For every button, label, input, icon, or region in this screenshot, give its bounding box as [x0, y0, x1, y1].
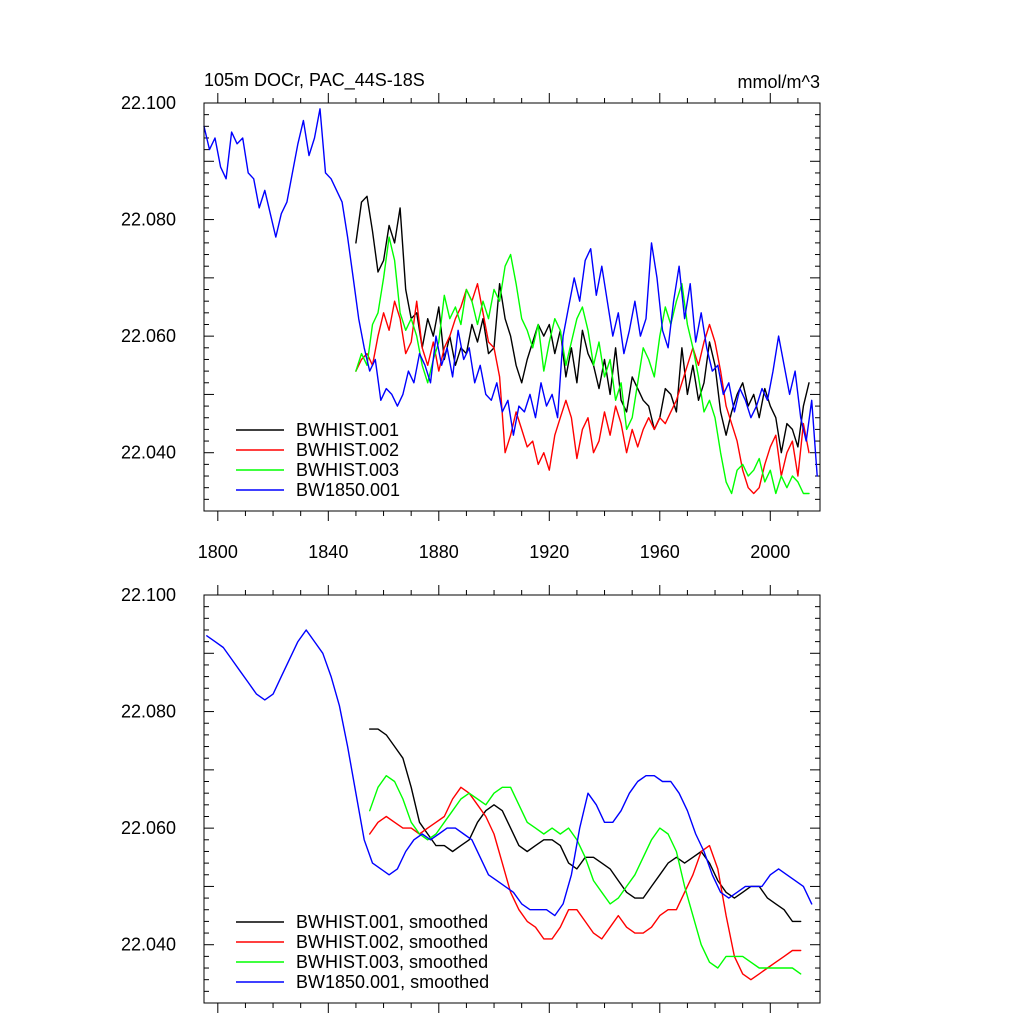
y-tick-label: 22.060: [121, 326, 176, 346]
top-plot-frame: [203, 102, 821, 512]
series-line-top-1: [355, 283, 810, 495]
legend-label: BWHIST.002, smoothed: [296, 932, 488, 952]
series-line-top-3: [203, 108, 818, 477]
series-line-bottom-1: [369, 786, 802, 981]
x-tick-label: 1800: [198, 542, 238, 562]
legend-label: BW1850.001: [296, 480, 400, 500]
top-y-tick-labels: 22.040 22.060 22.080 22.100: [121, 93, 176, 463]
legend-label: BWHIST.002: [296, 440, 399, 460]
series-line-top-2: [355, 236, 810, 495]
bottom-series-group: [206, 629, 813, 981]
x-tick-label: 1920: [529, 542, 569, 562]
top-panel: 105m DOCr, PAC_44S-18S mmol/m^3 22.04022…: [121, 70, 821, 562]
x-tick-label: 1960: [640, 542, 680, 562]
series-line-bottom-3: [206, 629, 813, 917]
x-tick-label: 1880: [419, 542, 459, 562]
bottom-axis-ticks: [204, 585, 820, 1013]
legend-label: BWHIST.003, smoothed: [296, 952, 488, 972]
bottom-y-tick-labels: 22.040 22.060 22.080 22.100: [121, 585, 176, 955]
y-tick-label: 22.100: [121, 93, 176, 113]
legend-label: BWHIST.001, smoothed: [296, 912, 488, 932]
bottom-panel: 22.040 22.060 22.080 22.100 BWHIST.001, smo…: [121, 585, 821, 1013]
top-series-group: [203, 108, 818, 495]
y-tick-label: 22.040: [121, 935, 176, 955]
legend-label: BWHIST.001: [296, 420, 399, 440]
y-tick-label: 22.060: [121, 818, 176, 838]
x-tick-label: 1840: [308, 542, 348, 562]
series-line-top-0: [355, 195, 810, 454]
x-tick-label: 2000: [750, 542, 790, 562]
y-tick-label: 22.100: [121, 585, 176, 605]
bottom-plot-frame: [203, 594, 821, 1004]
units-label: mmol/m^3: [738, 72, 820, 92]
legend-label: BW1850.001, smoothed: [296, 972, 489, 992]
top-x-tick-labels: 1800 1840 1880 1920 1960 2000: [198, 542, 791, 562]
y-tick-label: 22.080: [121, 702, 176, 722]
legend-label: BWHIST.003: [296, 460, 399, 480]
y-tick-label: 22.040: [121, 443, 176, 463]
top-axis-ticks: [204, 93, 820, 521]
y-tick-label: 22.080: [121, 210, 176, 230]
chart-title: 105m DOCr, PAC_44S-18S: [204, 70, 425, 91]
series-line-bottom-2: [369, 775, 802, 975]
